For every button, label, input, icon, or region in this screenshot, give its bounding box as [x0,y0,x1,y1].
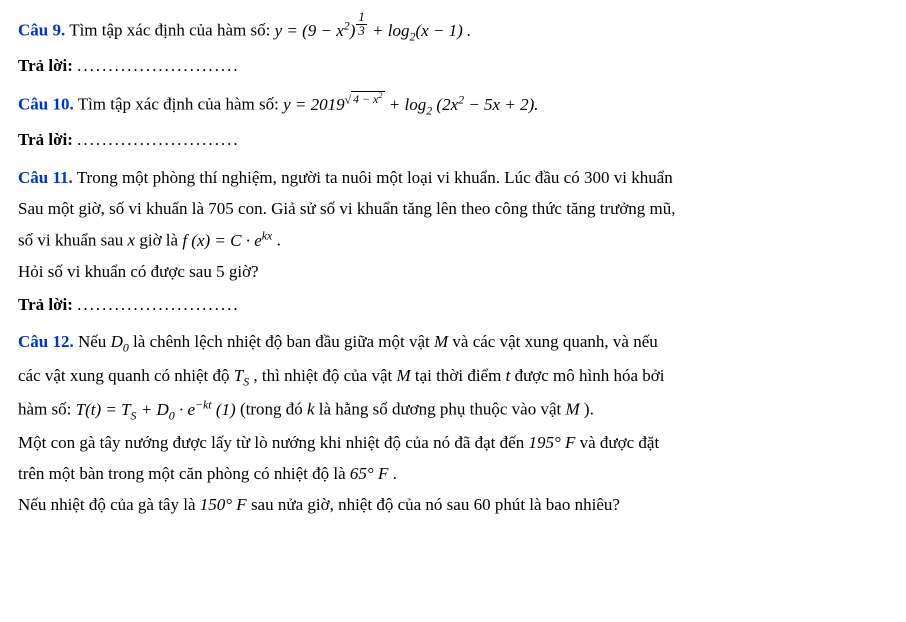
question-11: Câu 11. Trong một phòng thí nghiệm, ngườ… [18,164,888,319]
q11-x: x [128,231,136,250]
question-12-p1: Câu 12. Nếu D0 là chênh lệch nhiệt độ ba… [18,328,888,357]
q10-log-rest: − 5x + 2). [464,95,538,114]
q12-p4a: Một con gà tây nướng được lấy từ lò nướn… [18,433,528,452]
question-9-label: Câu 9. [18,21,65,40]
q12-p2c: tại thời điểm [411,366,506,385]
q11-l3-end: . [272,231,281,250]
q12-d0: D [111,332,123,351]
q12-ts: T [234,366,243,385]
q9-dots: .......................... [77,56,240,75]
q12-fplusd: + D [137,400,169,419]
question-12-p5: trên một bàn trong một căn phòng có nhiệ… [18,460,888,487]
q9-exp-num: 1 [356,11,366,25]
q12-p1b: là chênh lệch nhiệt độ ban đầu giữa một … [129,332,434,351]
q10-dots: .......................... [77,130,240,149]
q11-exp: kx [262,228,273,242]
q9-close: ) [350,21,356,40]
q11-f: f (x) = C · e [182,231,261,250]
question-9-answer: Trả lời: .......................... [18,52,888,79]
question-10-text: Câu 10. Tìm tập xác định của hàm số: y =… [18,89,888,120]
q10-answer-label: Trả lời: [18,130,73,149]
q12-p4b: và được đặt [575,433,659,452]
q10-plus-log: + log [385,95,427,114]
q12-p3c: là hằng số dương phụ thuộc vào vật [315,400,566,419]
question-12-p4: Một con gà tây nướng được lấy từ lò nướn… [18,429,888,456]
q9-plus-log: + log [368,21,410,40]
q11-dots: .......................... [77,295,240,314]
q11-answer-label: Trả lời: [18,295,73,314]
question-12-label: Câu 12. [18,332,74,351]
q12-p2b: , thì nhiệt độ của vật [249,366,396,385]
question-11-line1: Câu 11. Trong một phòng thí nghiệm, ngườ… [18,164,888,191]
q12-p3a: hàm số: [18,400,76,419]
q12-m3: M [566,400,580,419]
q10-sqrt-content: 4 − x [353,92,378,106]
q10-log-open: (2x [432,95,458,114]
question-12: Câu 12. Nếu D0 là chênh lệch nhiệt độ ba… [18,328,888,519]
q12-fdote: · e [175,400,195,419]
q9-yeq: y = [275,21,303,40]
q9-log-arg: (x − 1) . [415,21,471,40]
q11-formula: f (x) = C · ekx [182,231,272,250]
question-10-prefix: Tìm tập xác định của hàm số: [78,95,283,114]
q12-p2d: được mô hình hóa bởi [510,366,664,385]
question-12-p6: Nếu nhiệt độ của gà tây là 150° F sau nử… [18,491,888,518]
q11-l1: Trong một phòng thí nghiệm, người ta nuô… [77,168,673,187]
question-11-answer: Trả lời: .......................... [18,291,888,318]
q12-p2a: các vật xung quanh có nhiệt độ [18,366,234,385]
q12-m1: M [434,332,448,351]
question-11-line2: Sau một giờ, số vi khuẩn là 705 con. Giả… [18,195,888,222]
q12-p6a: Nếu nhiệt độ của gà tây là [18,495,200,514]
q12-m2: M [396,366,410,385]
q12-p1a: Nếu [78,332,111,351]
q11-l3-prefix: số vi khuẩn sau [18,231,128,250]
question-11-line4: Hỏi số vi khuẩn có được sau 5 giờ? [18,258,888,285]
question-9-text: Câu 9. Tìm tập xác định của hàm số: y = … [18,16,888,46]
question-11-label: Câu 11. [18,168,73,187]
q12-fexp: −kt [195,397,212,411]
q12-p6b: sau nửa giờ, nhiệt độ của nó sau 60 phút… [247,495,620,514]
q9-answer-label: Trả lời: [18,56,73,75]
question-12-p2: các vật xung quanh có nhiệt độ TS , thì … [18,362,888,391]
q12-p3b: (trong đó [236,400,307,419]
question-9: Câu 9. Tìm tập xác định của hàm số: y = … [18,16,888,79]
q10-sqrt-sq: 2 [378,91,382,100]
q9-base: (9 − x [302,21,344,40]
q10-yeq: y = 2019 [283,95,345,114]
question-10-label: Câu 10. [18,95,74,114]
q12-temp3: 150° F [200,495,247,514]
q12-temp2: 65° F [350,464,388,483]
q12-p5a: trên một bàn trong một căn phòng có nhiệ… [18,464,350,483]
question-10-formula: y = 2019√4 − x2 + log2 (2x2 − 5x + 2). [283,95,538,114]
q12-ft: T(t) = T [76,400,131,419]
q12-p5b: . [388,464,397,483]
question-11-line3: số vi khuẩn sau x giờ là f (x) = C · ekx… [18,226,888,254]
q12-temp1: 195° F [528,433,575,452]
q12-k: k [307,400,315,419]
question-9-formula: y = (9 − x2)13 + log2(x − 1) . [275,21,472,40]
question-9-prefix: Tìm tập xác định của hàm số: [69,21,274,40]
q9-exp-den: 3 [356,25,366,38]
q12-formula-t: T(t) = TS + D0 · e−kt (1) [76,400,236,419]
question-12-p3: hàm số: T(t) = TS + D0 · e−kt (1) (trong… [18,395,888,425]
question-10: Câu 10. Tìm tập xác định của hàm số: y =… [18,89,888,153]
q12-p3d: ). [580,400,594,419]
q11-l3-mid: giờ là [135,231,182,250]
q12-fparen: (1) [212,400,236,419]
question-10-answer: Trả lời: .......................... [18,126,888,153]
q12-p1c: và các vật xung quanh, và nếu [448,332,658,351]
